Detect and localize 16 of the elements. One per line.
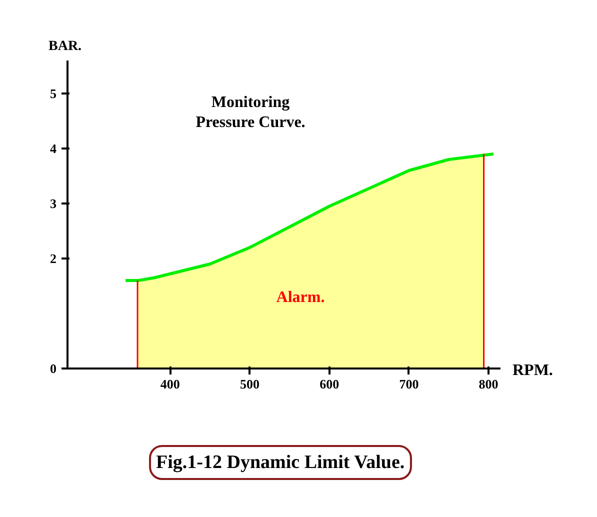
annotation: Alarm.	[276, 289, 325, 306]
x-tick-label: 800	[478, 376, 498, 392]
x-tick-label: 500	[240, 376, 260, 392]
y-tick-label: 3	[50, 196, 57, 211]
x-axis-title: RPM.	[512, 362, 553, 379]
x-tick-label: 600	[320, 376, 340, 392]
annotation: Monitoring Pressure Curve.	[196, 94, 306, 132]
caption: Fig.1-12 Dynamic Limit Value.	[156, 452, 405, 473]
line-series	[124, 152, 495, 282]
y-axis-title: BAR.	[48, 39, 82, 54]
y-tick-label: 0	[50, 361, 56, 376]
y-tick-label: 2	[50, 251, 56, 266]
y-tick-label: 5	[50, 86, 57, 101]
x-tick-label: 700	[399, 376, 419, 392]
y-tick-label: 4	[50, 141, 57, 156]
x-tick-label: 400	[160, 376, 180, 392]
